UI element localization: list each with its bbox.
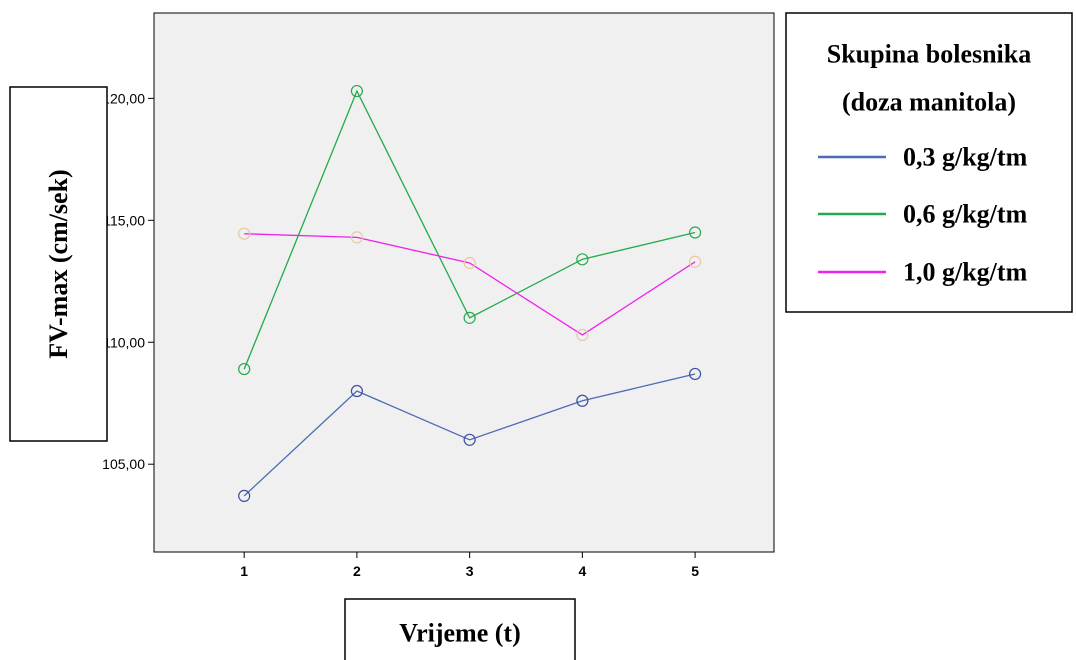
legend-box — [785, 12, 1073, 313]
series-lines — [243, 89, 696, 497]
series-line-3 — [244, 233, 696, 336]
x-tick-label: 2 — [353, 563, 361, 579]
series-3-point — [463, 256, 476, 270]
y-tick-label: 105,00 — [102, 456, 145, 472]
x-tick-label: 3 — [466, 563, 474, 579]
x-tick-label: 4 — [578, 563, 586, 579]
legend-items: 0,3 g/kg/tm 0,6 g/kg/tm 1,0 g/kg/tm — [818, 143, 1028, 287]
series-2-point — [463, 311, 476, 324]
y-tick-label: 120,00 — [102, 90, 145, 106]
series-2-point — [688, 226, 702, 239]
series-line-1 — [243, 373, 696, 497]
series-1-point — [463, 433, 476, 446]
series-1-point — [688, 367, 702, 381]
x-tick-label: 5 — [691, 563, 699, 579]
series-2-point — [350, 84, 364, 98]
y-axis-title: FV-max (cm/sek) — [44, 169, 73, 358]
y-axis-title-box — [9, 86, 108, 442]
legend: Skupina bolesnika (doza manitola) 0,3 g/… — [785, 12, 1073, 313]
series-2-point — [238, 362, 251, 376]
y-tick-label: 110,00 — [103, 334, 145, 350]
series-1-point — [576, 394, 589, 407]
series-2-point — [576, 253, 589, 266]
series-3-point — [576, 328, 589, 342]
x-axis-title: Vrijeme (t) — [399, 619, 520, 648]
legend-title-line1: Skupina bolesnika — [827, 40, 1032, 69]
series-3-point — [350, 231, 364, 244]
x-tick-label: 1 — [240, 563, 248, 579]
series-3-point — [688, 255, 702, 268]
x-axis-ticks: 1 2 3 4 5 — [240, 552, 699, 579]
legend-label-3: 1,0 g/kg/tm — [903, 258, 1028, 287]
plot-area — [153, 12, 775, 553]
x-axis-title-box — [344, 598, 576, 660]
legend-title-line2: (doza manitola) — [842, 88, 1016, 117]
series-3-point — [238, 227, 251, 240]
series-1-point — [238, 489, 251, 503]
series-markers — [238, 84, 702, 503]
y-axis-ticks: 105,00 110,00 115,00 120,00 — [102, 90, 154, 472]
legend-label-1: 0,3 g/kg/tm — [903, 143, 1028, 172]
y-tick-label: 115,00 — [103, 212, 145, 228]
series-line-2 — [243, 89, 696, 370]
series-1-point — [350, 384, 364, 398]
legend-label-2: 0,6 g/kg/tm — [903, 200, 1028, 229]
